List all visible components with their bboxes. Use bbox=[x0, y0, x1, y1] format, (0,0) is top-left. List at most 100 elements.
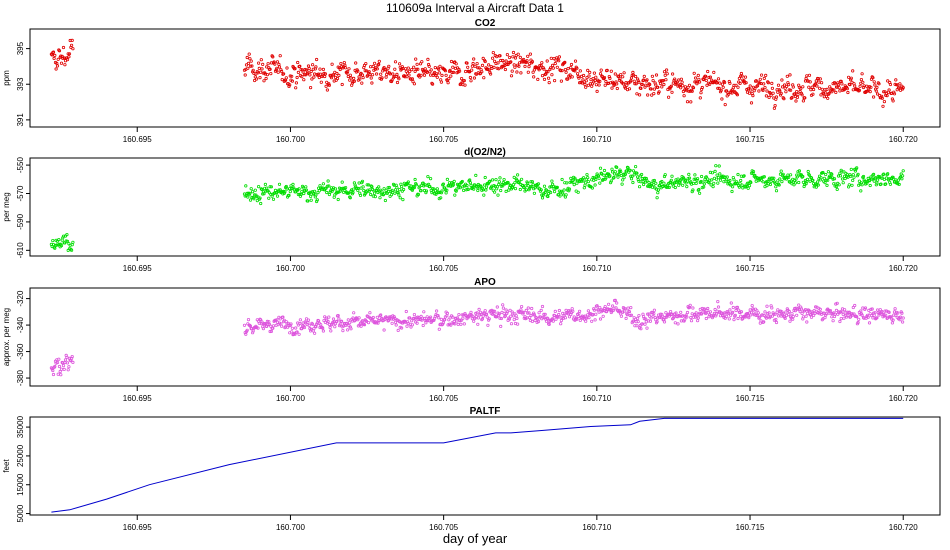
data-point bbox=[451, 315, 455, 319]
data-point bbox=[306, 199, 310, 203]
data-point bbox=[57, 49, 62, 53]
data-point bbox=[428, 177, 433, 181]
data-point bbox=[301, 186, 305, 190]
x-tick-label: 160.715 bbox=[736, 264, 765, 273]
data-point bbox=[248, 191, 252, 195]
data-point bbox=[811, 178, 815, 182]
data-point bbox=[799, 307, 804, 311]
data-point bbox=[635, 92, 639, 96]
data-point bbox=[726, 311, 731, 315]
data-point bbox=[466, 65, 470, 69]
data-point bbox=[342, 60, 346, 65]
data-point bbox=[647, 180, 651, 185]
data-point bbox=[873, 83, 877, 87]
data-point bbox=[804, 76, 808, 81]
data-point bbox=[712, 70, 716, 75]
data-point bbox=[628, 168, 632, 172]
data-point bbox=[869, 85, 873, 89]
data-point bbox=[842, 316, 846, 320]
data-point bbox=[530, 59, 535, 64]
data-point bbox=[882, 172, 886, 176]
data-point bbox=[623, 172, 628, 176]
data-point bbox=[331, 187, 335, 192]
data-point bbox=[495, 315, 499, 319]
data-point bbox=[717, 86, 721, 91]
data-point bbox=[770, 86, 775, 90]
data-point bbox=[759, 319, 763, 323]
data-point bbox=[785, 74, 789, 78]
data-point bbox=[800, 311, 804, 315]
data-point bbox=[437, 71, 441, 75]
y-tick-label: -610 bbox=[16, 242, 25, 259]
data-point bbox=[414, 67, 418, 72]
data-point bbox=[634, 82, 638, 86]
data-point bbox=[437, 327, 441, 331]
data-point bbox=[419, 73, 423, 77]
data-point bbox=[691, 86, 696, 90]
data-point bbox=[59, 373, 63, 377]
data-point bbox=[679, 310, 683, 314]
data-point bbox=[299, 68, 303, 72]
data-point bbox=[825, 87, 829, 92]
data-point bbox=[346, 318, 350, 322]
data-point bbox=[282, 318, 286, 322]
data-point bbox=[484, 185, 489, 189]
data-point bbox=[289, 184, 293, 188]
data-point bbox=[608, 181, 613, 185]
x-tick-label: 160.705 bbox=[429, 135, 458, 144]
data-point bbox=[555, 185, 559, 189]
panel-d-o2-n2-: d(O2/N2) 160.695 160.700 160.705 160.710 160.… bbox=[2, 147, 941, 273]
data-point bbox=[363, 69, 367, 73]
data-point bbox=[842, 170, 846, 174]
data-point bbox=[507, 317, 512, 321]
data-point bbox=[297, 332, 301, 336]
data-point bbox=[740, 183, 744, 187]
data-point bbox=[779, 91, 783, 96]
data-point bbox=[348, 73, 352, 77]
data-point bbox=[797, 169, 802, 173]
data-point bbox=[424, 191, 428, 195]
data-point bbox=[662, 320, 667, 324]
data-point bbox=[784, 310, 788, 314]
data-point bbox=[274, 68, 278, 72]
data-point bbox=[71, 47, 75, 51]
data-point bbox=[58, 369, 62, 374]
data-point bbox=[243, 73, 247, 77]
data-point bbox=[718, 172, 722, 176]
y-axis-label: per meg bbox=[2, 192, 11, 221]
data-point bbox=[795, 313, 799, 317]
data-point bbox=[892, 92, 897, 96]
data-point bbox=[667, 185, 671, 189]
y-tick-label: 15000 bbox=[16, 473, 25, 496]
data-point bbox=[761, 180, 765, 184]
data-point bbox=[650, 185, 655, 189]
data-point bbox=[509, 60, 513, 64]
data-point bbox=[326, 179, 330, 183]
data-point bbox=[585, 173, 589, 177]
data-point bbox=[627, 310, 632, 314]
data-point bbox=[637, 93, 642, 97]
data-point bbox=[560, 177, 564, 182]
data-point bbox=[736, 316, 740, 321]
data-point bbox=[571, 309, 575, 313]
data-point bbox=[308, 86, 313, 90]
data-point bbox=[546, 70, 550, 74]
x-tick-label: 160.705 bbox=[429, 264, 458, 273]
data-point bbox=[483, 309, 487, 313]
data-point bbox=[360, 179, 365, 183]
data-point bbox=[841, 312, 845, 316]
data-point bbox=[61, 363, 66, 368]
data-point bbox=[815, 84, 819, 88]
data-point bbox=[242, 323, 247, 327]
data-point bbox=[663, 315, 667, 320]
data-point bbox=[266, 62, 270, 66]
data-point bbox=[730, 310, 735, 314]
data-point bbox=[749, 311, 754, 315]
data-point bbox=[485, 315, 489, 319]
data-point bbox=[672, 315, 676, 319]
data-point bbox=[244, 332, 248, 336]
data-point bbox=[244, 184, 248, 188]
data-point bbox=[280, 78, 284, 82]
data-point bbox=[319, 80, 323, 84]
data-point bbox=[784, 177, 789, 181]
